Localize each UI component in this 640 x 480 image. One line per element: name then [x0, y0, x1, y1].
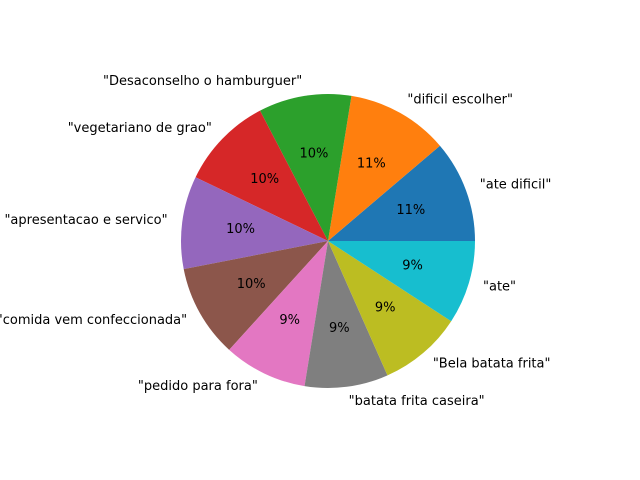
slice-category-label: "ate"	[483, 280, 516, 295]
slice-percent-label: 10%	[237, 277, 266, 292]
slice-percent-label: 11%	[396, 203, 425, 218]
pie-slice	[328, 241, 475, 322]
slice-category-label: "vegetariano de grao"	[68, 121, 212, 136]
pie-slice	[260, 94, 352, 241]
slice-percent-label: 10%	[250, 172, 279, 187]
slice-category-label: "dificil escolher"	[407, 93, 513, 108]
pie-slices	[181, 94, 475, 388]
slice-percent-label: 9%	[279, 313, 300, 328]
pie-slice	[328, 95, 440, 241]
slice-percent-label: 10%	[226, 222, 255, 237]
pie-slice	[195, 110, 328, 242]
pie-slice	[229, 241, 328, 387]
pie-slice	[183, 241, 328, 350]
slice-category-label: "batata frita caseira"	[349, 394, 485, 409]
slice-category-label: "Desaconselho o hamburguer"	[103, 74, 302, 89]
pie-slice	[328, 145, 475, 241]
slice-category-label: "pedido para fora"	[138, 379, 258, 394]
slice-percent-label: 11%	[357, 157, 386, 172]
slice-percent-label: 9%	[329, 321, 350, 336]
slice-percent-label: 10%	[299, 146, 328, 161]
slice-category-label: "apresentacao e servico"	[4, 213, 167, 228]
slice-category-label: "comida vem confeccionada"	[0, 313, 187, 328]
slice-category-label: "ate dificil"	[480, 178, 552, 193]
slice-percent-label: 9%	[375, 301, 396, 316]
pie-slice	[304, 241, 388, 388]
pie-labels: 11% "ate dificil" 11% "dificil escolher" 10%…	[0, 74, 551, 409]
slice-category-label: "Bela batata frita"	[433, 357, 551, 372]
pie-slice	[181, 177, 328, 270]
slice-percent-label: 9%	[402, 259, 423, 274]
pie-slice	[328, 241, 452, 376]
